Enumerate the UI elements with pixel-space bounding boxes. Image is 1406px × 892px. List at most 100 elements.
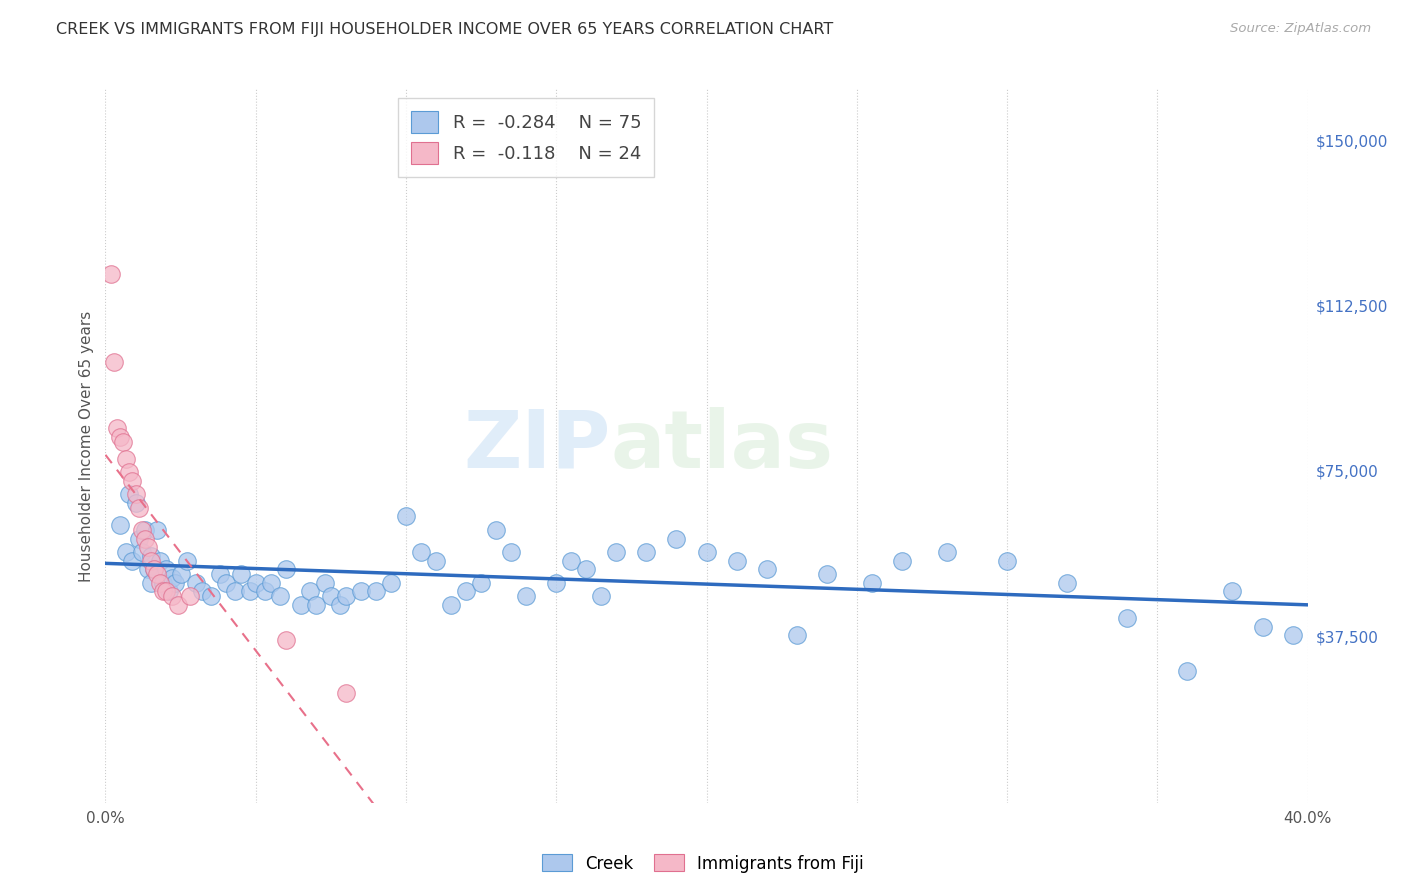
Point [350, 584, 373, 599]
Point [124, 487, 146, 501]
Point [425, 553, 447, 567]
Point [145, 566, 167, 581]
Point [131, 523, 153, 537]
Point [110, 518, 132, 533]
Point [229, 566, 252, 581]
Point [319, 589, 342, 603]
Point [755, 562, 778, 576]
Point [110, 430, 132, 444]
Text: atlas: atlas [610, 407, 834, 485]
Point [155, 562, 177, 576]
Point [470, 575, 492, 590]
Point [290, 598, 312, 612]
Point [115, 545, 138, 559]
Point [890, 553, 912, 567]
Point [1251, 619, 1274, 633]
Point [860, 575, 883, 590]
Point [696, 545, 718, 559]
Point [1175, 664, 1198, 678]
Point [169, 566, 191, 581]
Point [224, 584, 246, 599]
Point [1056, 575, 1078, 590]
Point [124, 496, 146, 510]
Point [131, 545, 153, 559]
Point [145, 523, 167, 537]
Point [485, 523, 508, 537]
Point [179, 589, 201, 603]
Point [103, 355, 125, 369]
Text: Source: ZipAtlas.com: Source: ZipAtlas.com [1230, 22, 1371, 36]
Point [136, 562, 159, 576]
Point [128, 500, 150, 515]
Point [260, 575, 283, 590]
Point [380, 575, 402, 590]
Point [160, 571, 183, 585]
Legend: Creek, Immigrants from Fiji: Creek, Immigrants from Fiji [536, 847, 870, 880]
Text: CREEK VS IMMIGRANTS FROM FIJI HOUSEHOLDER INCOME OVER 65 YEARS CORRELATION CHART: CREEK VS IMMIGRANTS FROM FIJI HOUSEHOLDE… [56, 22, 834, 37]
Point [995, 553, 1018, 567]
Point [409, 545, 432, 559]
Point [575, 562, 598, 576]
Point [786, 628, 808, 642]
Point [335, 589, 357, 603]
Point [269, 589, 291, 603]
Point [115, 452, 138, 467]
Point [546, 575, 568, 590]
Point [329, 598, 352, 612]
Point [152, 584, 174, 599]
Point [176, 553, 198, 567]
Point [605, 545, 627, 559]
Point [1116, 611, 1139, 625]
Point [560, 553, 582, 567]
Text: $37,500: $37,500 [1316, 630, 1379, 645]
Point [184, 575, 207, 590]
Point [665, 532, 688, 546]
Point [305, 598, 328, 612]
Point [636, 545, 658, 559]
Point [118, 487, 141, 501]
Point [142, 562, 165, 576]
Point [501, 545, 523, 559]
Point [591, 589, 613, 603]
Point [364, 584, 387, 599]
Point [107, 421, 129, 435]
Point [1281, 628, 1303, 642]
Point [100, 267, 122, 281]
Point [121, 553, 143, 567]
Point [112, 434, 135, 449]
Y-axis label: Householder Income Over 65 years: Householder Income Over 65 years [79, 310, 94, 582]
Point [725, 553, 748, 567]
Point [815, 566, 838, 581]
Point [134, 523, 156, 537]
Text: $150,000: $150,000 [1316, 135, 1388, 150]
Point [148, 575, 170, 590]
Point [214, 575, 236, 590]
Point [139, 549, 162, 563]
Point [157, 584, 180, 599]
Point [142, 562, 165, 576]
Point [245, 575, 267, 590]
Point [454, 584, 477, 599]
Point [314, 575, 336, 590]
Text: $112,500: $112,500 [1316, 300, 1388, 315]
Point [1222, 584, 1244, 599]
Point [190, 584, 212, 599]
Point [239, 584, 262, 599]
Point [200, 589, 222, 603]
Point [166, 598, 188, 612]
Point [440, 598, 463, 612]
Point [253, 584, 276, 599]
Point [128, 532, 150, 546]
Point [274, 562, 297, 576]
Point [936, 545, 959, 559]
Point [148, 553, 170, 567]
Text: $75,000: $75,000 [1316, 465, 1379, 480]
Point [136, 541, 159, 555]
Point [121, 475, 143, 489]
Point [160, 589, 183, 603]
Point [298, 584, 321, 599]
Point [515, 589, 537, 603]
Point [395, 509, 418, 524]
Point [139, 575, 162, 590]
Point [134, 532, 156, 546]
